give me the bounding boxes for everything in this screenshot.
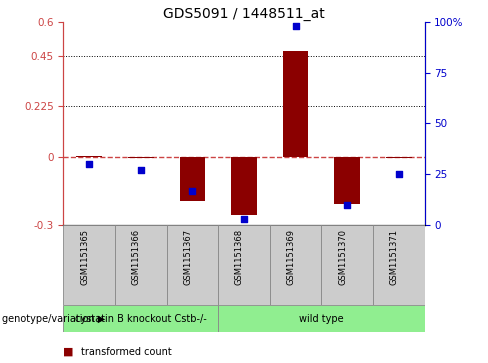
Bar <box>283 51 308 157</box>
Text: GSM1151369: GSM1151369 <box>286 229 296 285</box>
Bar <box>180 157 205 201</box>
Text: genotype/variation ▶: genotype/variation ▶ <box>2 314 106 323</box>
Point <box>188 188 196 193</box>
Bar <box>334 157 360 204</box>
Text: GSM1151371: GSM1151371 <box>390 229 399 285</box>
Point <box>292 23 300 29</box>
Point <box>395 171 403 177</box>
Bar <box>63 225 115 305</box>
Bar <box>373 225 425 305</box>
Text: GSM1151365: GSM1151365 <box>80 229 89 285</box>
Bar <box>166 225 218 305</box>
Text: GSM1151366: GSM1151366 <box>132 229 141 285</box>
Text: GSM1151370: GSM1151370 <box>338 229 347 285</box>
Bar <box>218 305 425 332</box>
Bar <box>128 157 154 158</box>
Text: GSM1151367: GSM1151367 <box>183 229 192 285</box>
Text: wild type: wild type <box>299 314 344 323</box>
Bar <box>322 225 373 305</box>
Text: cystatin B knockout Cstb-/-: cystatin B knockout Cstb-/- <box>75 314 207 323</box>
Bar <box>63 305 218 332</box>
Text: GSM1151368: GSM1151368 <box>235 229 244 285</box>
Bar <box>218 225 270 305</box>
Point <box>137 167 145 173</box>
Point <box>85 161 93 167</box>
Bar <box>231 157 257 215</box>
Text: ■: ■ <box>63 347 74 357</box>
Point <box>240 216 248 222</box>
Bar <box>115 225 166 305</box>
Bar <box>386 157 412 158</box>
Bar <box>76 156 102 157</box>
Bar <box>270 225 322 305</box>
Title: GDS5091 / 1448511_at: GDS5091 / 1448511_at <box>163 7 325 21</box>
Text: transformed count: transformed count <box>81 347 171 357</box>
Point <box>343 202 351 208</box>
